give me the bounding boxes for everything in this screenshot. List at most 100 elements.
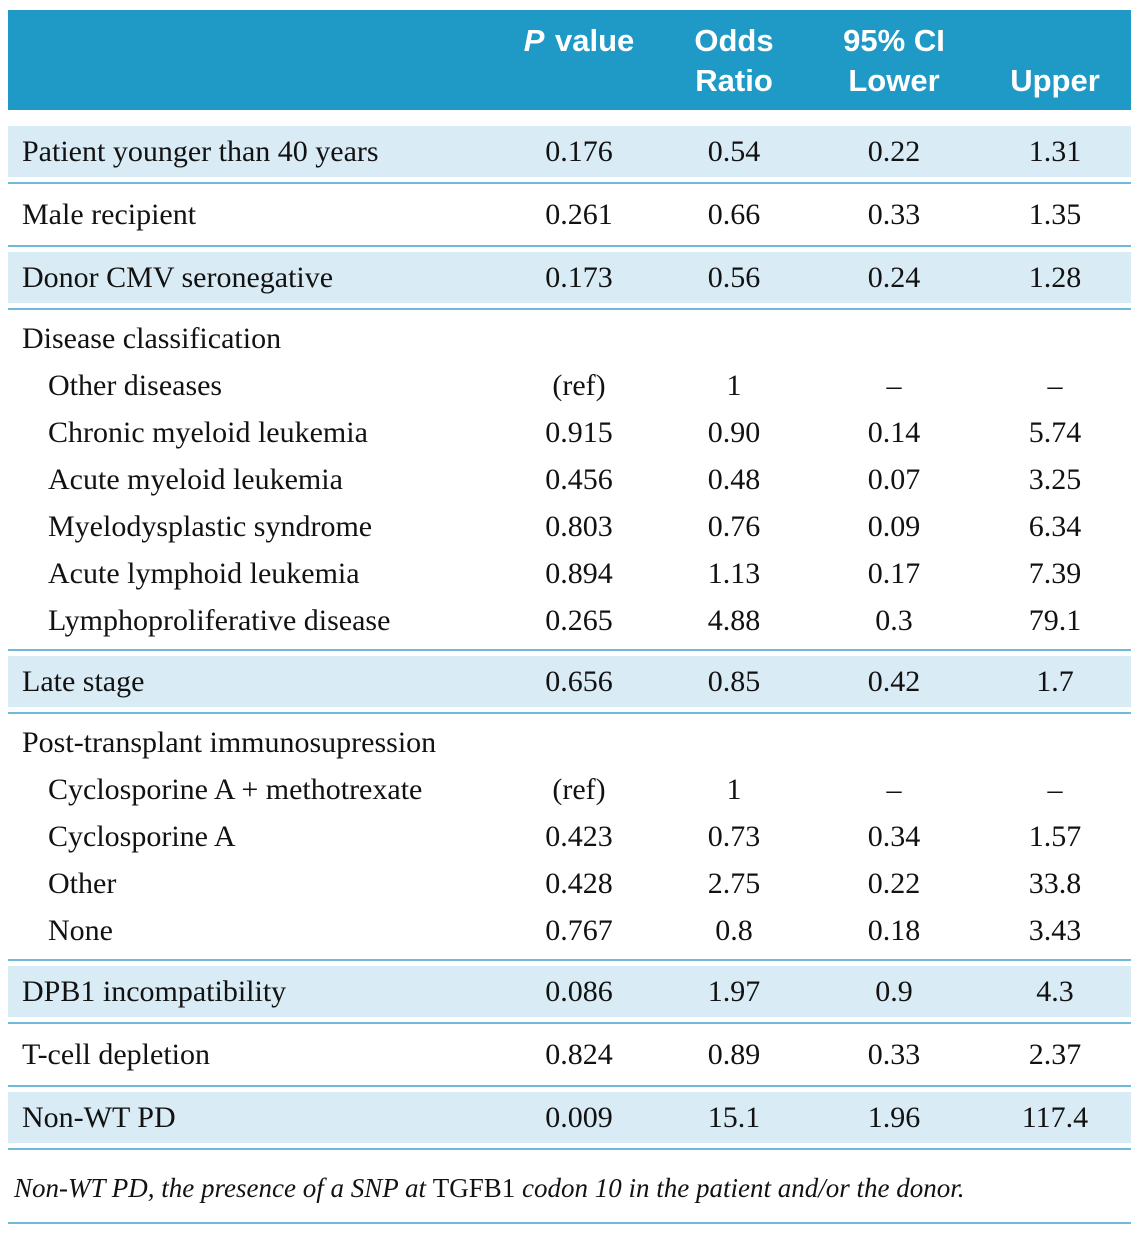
row-label: Other: [48, 866, 117, 900]
ci-lower-cell: –: [886, 368, 902, 402]
ci-upper-cell: 79.1: [1028, 603, 1082, 637]
odds-ratio-cell: 0.90: [707, 415, 761, 449]
footnote-divider: [8, 1148, 1131, 1150]
header-ci-line1: 95% CI: [843, 23, 945, 58]
table-row: Acute lymphoid leukemia 0.894 1.13 0.17 7.39: [8, 550, 1131, 597]
header-odds-line1: Odds: [694, 23, 774, 58]
table-row: None 0.767 0.8 0.18 3.43: [8, 907, 1131, 954]
group-header-row: Disease classification: [8, 315, 1131, 362]
ci-lower-cell: 1.96: [867, 1100, 921, 1134]
row-block: Male recipient 0.261 0.66 0.33 1.35: [8, 189, 1131, 240]
row-label: None: [48, 913, 113, 947]
row-divider: [8, 959, 1131, 961]
table-row: Late stage 0.656 0.85 0.42 1.7: [8, 656, 1131, 707]
ci-upper-cell: 1.31: [1028, 134, 1082, 168]
bottom-divider: [8, 1222, 1131, 1224]
p-value-cell: 0.176: [545, 134, 613, 168]
p-value-cell: 0.009: [545, 1100, 613, 1134]
header-ci-lower: 95% CI Lower: [809, 21, 979, 110]
odds-ratio-cell: 1: [726, 772, 742, 806]
row-label: Cyclosporine A + methotrexate: [48, 772, 423, 806]
row-label: Chronic myeloid leukemia: [48, 415, 368, 449]
p-value-cell: 0.086: [545, 974, 613, 1008]
header-odds-ratio: Odds Ratio: [659, 21, 809, 110]
p-value-rest: value: [546, 23, 635, 58]
results-table: P value Odds Ratio 95% CI Lower Upper Pa…: [8, 10, 1131, 1224]
row-label: Post-transplant immunosupression: [22, 725, 437, 759]
odds-ratio-cell: 0.66: [707, 197, 761, 231]
table-row: DPB1 incompatibility 0.086 1.97 0.9 4.3: [8, 966, 1131, 1017]
ci-lower-cell: 0.33: [867, 1037, 921, 1071]
odds-ratio-cell: 0.48: [707, 462, 761, 496]
p-value-cell: 0.423: [545, 819, 613, 853]
ci-upper-cell: 2.37: [1028, 1037, 1082, 1071]
ci-upper-cell: 33.8: [1028, 866, 1082, 900]
table-row: Other diseases (ref) 1 – –: [8, 362, 1131, 409]
ci-lower-cell: 0.17: [867, 556, 921, 590]
p-value-cell: (ref): [552, 368, 606, 402]
ci-lower-cell: 0.09: [867, 509, 921, 543]
ci-upper-cell: 1.28: [1028, 260, 1082, 294]
ci-lower-cell: 0.9: [875, 974, 913, 1008]
row-label: DPB1 incompatibility: [22, 974, 287, 1008]
footnote-prefix: Non-WT PD, the presence of a SNP at: [14, 1173, 433, 1203]
footnote-suffix: codon 10 in the patient and/or the donor…: [515, 1173, 965, 1203]
ci-lower-cell: 0.07: [867, 462, 921, 496]
ci-upper-cell: 1.57: [1028, 819, 1082, 853]
row-label: Late stage: [22, 664, 145, 698]
ci-lower-cell: –: [886, 772, 902, 806]
table-row: Donor CMV seronegative 0.173 0.56 0.24 1.28: [8, 252, 1131, 303]
ci-lower-cell: 0.33: [867, 197, 921, 231]
odds-ratio-cell: 0.73: [707, 819, 761, 853]
ci-upper-cell: 3.25: [1028, 462, 1082, 496]
odds-ratio-cell: 0.56: [707, 260, 761, 294]
footnote-gene: TGFB1: [432, 1173, 516, 1203]
header-spacer: [8, 21, 499, 110]
footnote: Non-WT PD, the presence of a SNP at TGFB…: [8, 1155, 1131, 1212]
header-p-value-blank: [499, 61, 659, 101]
odds-ratio-cell: 1.13: [707, 556, 761, 590]
row-divider: [8, 245, 1131, 247]
row-label: T-cell depletion: [22, 1037, 210, 1071]
p-value-cell: 0.824: [545, 1037, 613, 1071]
p-value-cell: 0.803: [545, 509, 613, 543]
odds-ratio-cell: 2.75: [707, 866, 761, 900]
p-value-cell: 0.261: [545, 197, 613, 231]
p-value-cell: 0.456: [545, 462, 613, 496]
ci-lower-cell: 0.22: [867, 866, 921, 900]
table-header: P value Odds Ratio 95% CI Lower Upper: [8, 10, 1131, 110]
row-divider: [8, 649, 1131, 651]
row-divider: [8, 1022, 1131, 1024]
row-label: Disease classification: [22, 321, 282, 355]
p-value-cell: (ref): [552, 772, 606, 806]
row-block: Late stage 0.656 0.85 0.42 1.7: [8, 656, 1131, 707]
row-label: Acute lymphoid leukemia: [48, 556, 360, 590]
row-divider: [8, 1085, 1131, 1087]
row-label: Male recipient: [22, 197, 197, 231]
ci-upper-cell: 5.74: [1028, 415, 1082, 449]
ci-lower-cell: 0.14: [867, 415, 921, 449]
p-value-cell: 0.656: [545, 664, 613, 698]
p-value-cell: 0.915: [545, 415, 613, 449]
row-divider: [8, 712, 1131, 714]
ci-upper-cell: 1.7: [1036, 664, 1074, 698]
row-label: Patient younger than 40 years: [22, 134, 379, 168]
header-upper-blank: [979, 21, 1131, 61]
header-ci-upper: Upper: [979, 21, 1131, 110]
table-row: Myelodysplastic syndrome 0.803 0.76 0.09 6.3…: [8, 503, 1131, 550]
p-value-cell: 0.265: [545, 603, 613, 637]
table-row: Acute myeloid leukemia 0.456 0.48 0.07 3.25: [8, 456, 1131, 503]
row-label: Lymphoproliferative disease: [48, 603, 391, 637]
row-block: T-cell depletion 0.824 0.89 0.33 2.37: [8, 1029, 1131, 1080]
row-block: Non-WT PD 0.009 15.1 1.96 117.4: [8, 1092, 1131, 1143]
p-value-cell: 0.767: [545, 913, 613, 947]
row-block: Patient younger than 40 years 0.176 0.54 0.…: [8, 126, 1131, 177]
row-block: Donor CMV seronegative 0.173 0.56 0.24 1.28: [8, 252, 1131, 303]
row-divider: [8, 308, 1131, 310]
row-label: Donor CMV seronegative: [22, 260, 334, 294]
odds-ratio-cell: 0.54: [707, 134, 761, 168]
header-p-value-label: P value: [499, 21, 659, 61]
ci-upper-cell: 7.39: [1028, 556, 1082, 590]
odds-ratio-cell: 0.89: [707, 1037, 761, 1071]
header-p-value: P value: [499, 21, 659, 110]
